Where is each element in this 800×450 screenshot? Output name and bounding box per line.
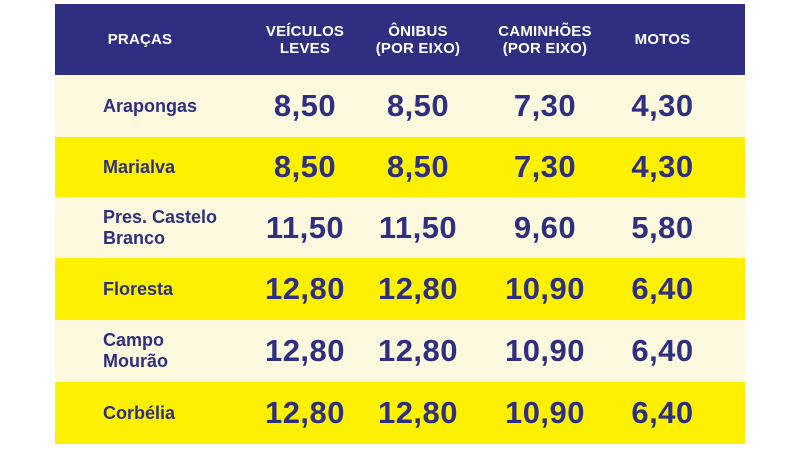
price-cell: 8,50 [250,137,360,197]
price-cell: 7,30 [475,137,615,197]
price-cell: 10,90 [475,382,615,444]
price: 12,80 [377,333,459,368]
header-text: (POR EIXO) [375,39,461,57]
table-row: Marialva 8,50 8,50 7,30 4,30 [55,137,745,197]
plaza-cell: Pres. Castelo Branco [103,197,253,258]
header-cell: VEÍCULOS LEVES [250,4,360,75]
plaza-name: Arapongas [103,95,198,116]
price-cell: 6,40 [610,320,715,382]
header-text: LEVES [279,39,331,57]
price: 8,50 [273,149,337,184]
price: 4,30 [631,88,694,123]
price-cell: 12,80 [250,382,360,444]
table-row: Floresta 12,80 12,80 10,90 6,40 [55,258,745,320]
header-text: (POR EIXO) [502,39,588,57]
price: 6,40 [631,395,694,430]
header-cell: ÔNIBUS (POR EIXO) [359,4,477,75]
price: 11,50 [265,209,345,245]
plaza-name: Pres. Castelo [103,206,218,227]
price-cell: 8,50 [363,137,473,197]
price-cell: 6,40 [610,382,715,444]
price-cell: 12,80 [363,320,473,382]
price: 12,80 [264,271,346,306]
toll-table: PRAÇAS VEÍCULOS LEVES ÔNIBUS (POR EIXO) CAMIN… [55,4,745,444]
price-cell: 12,80 [363,258,473,320]
plaza-name: Campo [103,330,165,350]
table-row: Corbélia 12,80 12,80 10,90 6,40 [55,382,745,444]
price-cell: 8,50 [250,75,360,137]
price: 10,90 [504,395,586,430]
header-text: ÔNIBUS [388,22,448,40]
plaza-cell: Arapongas [103,75,253,137]
price-cell: 8,50 [363,75,473,137]
plaza-name: Corbélia [103,402,176,423]
price: 12,80 [377,395,459,430]
price-cell: 12,80 [363,382,473,444]
header-text: VEÍCULOS [265,22,345,40]
plaza-cell: Floresta [103,258,253,320]
price-cell: 7,30 [475,75,615,137]
plaza-name: Mourão [103,351,168,371]
table-row: Pres. Castelo Branco 11,50 11,50 9,60 5,80 [55,197,745,258]
price-cell: 9,60 [475,197,615,258]
price: 4,30 [631,149,694,184]
table-row: Campo Mourão 12,80 12,80 10,90 6,40 [55,320,745,382]
price: 7,30 [513,149,577,184]
plaza-name: Marialva [103,156,176,177]
price-cell: 6,40 [610,258,715,320]
price: 8,50 [273,88,337,123]
price: 9,60 [513,209,577,245]
plaza-cell: Campo Mourão [103,320,253,382]
price-cell: 12,80 [250,258,360,320]
price: 11,50 [378,209,458,245]
plaza-name: Floresta [103,278,174,299]
price: 12,80 [264,395,346,430]
price-cell: 4,30 [610,137,715,197]
header-text: CAMINHÕES [498,22,592,40]
price-cell: 11,50 [250,197,360,258]
header-text: PRAÇAS [107,31,173,48]
table-row: Arapongas 8,50 8,50 7,30 4,30 [55,75,745,137]
header-cell: PRAÇAS [90,4,190,75]
header-text: MOTOS [634,31,691,48]
header-cell: MOTOS [610,4,715,75]
price-cell: 4,30 [610,75,715,137]
price: 12,80 [264,333,346,368]
header-cell: CAMINHÕES (POR EIXO) [480,4,610,75]
price-cell: 12,80 [250,320,360,382]
plaza-cell: Corbélia [103,382,253,444]
header-row: PRAÇAS VEÍCULOS LEVES ÔNIBUS (POR EIXO) CAMIN… [55,4,745,75]
plaza-cell: Marialva [103,137,253,197]
price: 7,30 [513,88,577,123]
price: 10,90 [504,271,586,306]
price: 5,80 [631,209,694,245]
price: 8,50 [386,149,450,184]
price-cell: 10,90 [475,258,615,320]
price-cell: 11,50 [363,197,473,258]
price: 10,90 [504,333,586,368]
price: 6,40 [631,271,694,306]
plaza-name: Branco [103,227,166,248]
price: 12,80 [377,271,459,306]
price: 6,40 [631,333,694,368]
price-cell: 10,90 [475,320,615,382]
price: 8,50 [386,88,450,123]
price-cell: 5,80 [610,197,715,258]
